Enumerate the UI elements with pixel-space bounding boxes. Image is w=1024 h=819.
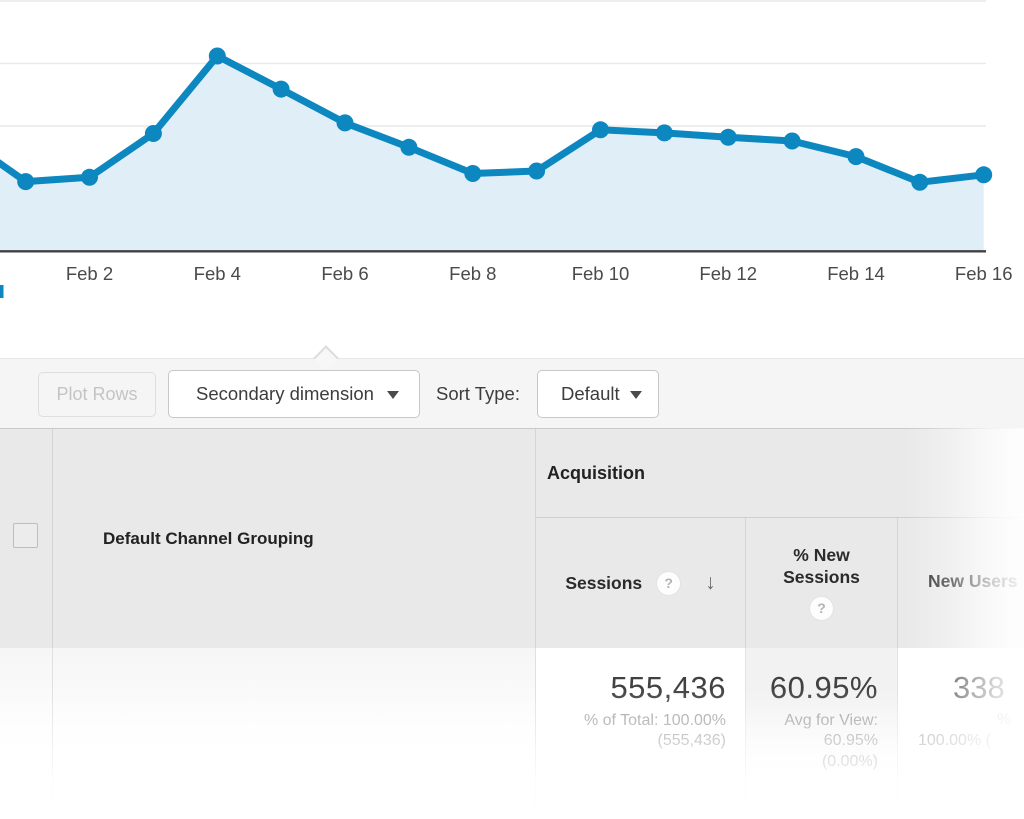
summary-new-sessions-cell: 60.95% Avg for View: 60.95% (0.00%): [746, 648, 898, 819]
chevron-down-icon: [387, 391, 399, 399]
help-icon[interactable]: ?: [809, 595, 834, 621]
svg-text:Feb 2: Feb 2: [66, 263, 113, 284]
new-users-total-sub2: 100.00% (: [918, 732, 991, 749]
svg-text:Feb 12: Feb 12: [699, 263, 757, 284]
column-header-new-sessions-pct[interactable]: % New Sessions ?: [746, 518, 898, 648]
table-summary-row: 555,436 % of Total: 100.00% (555,436) 60…: [0, 648, 1024, 819]
secondary-dimension-label: Secondary dimension: [196, 383, 374, 404]
sessions-header-label: Sessions: [565, 572, 643, 593]
sessions-total-sub2: (555,436): [657, 732, 727, 750]
checkbox-header-cell: [0, 429, 53, 648]
sessions-total-value: 555,436: [610, 670, 726, 705]
summary-dimension-cell: [53, 648, 536, 819]
new-users-total-value: 338: [953, 670, 1005, 705]
sort-type-dropdown[interactable]: Default: [537, 370, 659, 418]
sort-descending-icon: ↓: [705, 571, 716, 594]
svg-text:Feb 16: Feb 16: [955, 263, 1013, 284]
sessions-total-sub1: % of Total: 100.00%: [583, 712, 726, 729]
new-users-header-label: New Users: [928, 571, 1018, 591]
sort-type-value: Default: [561, 383, 620, 404]
svg-text:Feb 8: Feb 8: [449, 263, 496, 284]
help-icon[interactable]: ?: [656, 570, 682, 596]
table-toolbar: Plot Rows Secondary dimension Sort Type:…: [0, 345, 1024, 428]
toolbar-notch-icon: [313, 345, 339, 371]
column-header-sessions[interactable]: Sessions ? ↓: [536, 518, 746, 648]
new-sessions-avg-sub2: 60.95%: [823, 732, 878, 750]
data-table: Default Channel Grouping Acquisition Ses…: [0, 428, 1024, 819]
new-sessions-header-label: % New Sessions: [783, 545, 860, 587]
svg-text:Feb 10: Feb 10: [572, 263, 630, 284]
dimension-header-cell: Default Channel Grouping: [53, 429, 536, 648]
group-header-acquisition: Acquisition: [547, 462, 645, 483]
new-users-total-sub1: %: [997, 711, 1012, 728]
new-sessions-avg-value: 60.95%: [769, 670, 878, 705]
column-header-new-users[interactable]: New Users: [898, 518, 1024, 648]
summary-sessions-cell: 555,436 % of Total: 100.00% (555,436): [536, 648, 746, 819]
secondary-dimension-dropdown[interactable]: Secondary dimension: [168, 370, 420, 418]
svg-text:Feb 14: Feb 14: [827, 263, 885, 284]
sessions-chart: Feb 2 Feb 4 Feb 6 Feb 8 Feb 10 Feb 12 Feb 14 Fe…: [0, 0, 1024, 300]
select-all-checkbox[interactable]: [13, 523, 38, 548]
chevron-down-icon: [630, 391, 642, 399]
svg-text:Feb 6: Feb 6: [321, 263, 368, 284]
sessions-area-chart: Feb 2 Feb 4 Feb 6 Feb 8 Feb 10 Feb 12 Feb 14 Fe…: [0, 0, 1013, 298]
acquisition-group-header-cell: Acquisition: [536, 429, 1024, 518]
svg-text:Feb 4: Feb 4: [194, 263, 241, 284]
new-sessions-avg-sub1: Avg for View:: [784, 712, 878, 729]
new-sessions-avg-sub3: (0.00%): [821, 752, 878, 770]
column-header-default-channel-grouping[interactable]: Default Channel Grouping: [103, 528, 314, 548]
plot-rows-button[interactable]: Plot Rows: [38, 372, 156, 417]
summary-new-users-cell: 338 % 100.00% (: [898, 648, 1024, 819]
sort-type-label: Sort Type:: [436, 383, 520, 404]
summary-checkbox-cell: [0, 648, 53, 819]
